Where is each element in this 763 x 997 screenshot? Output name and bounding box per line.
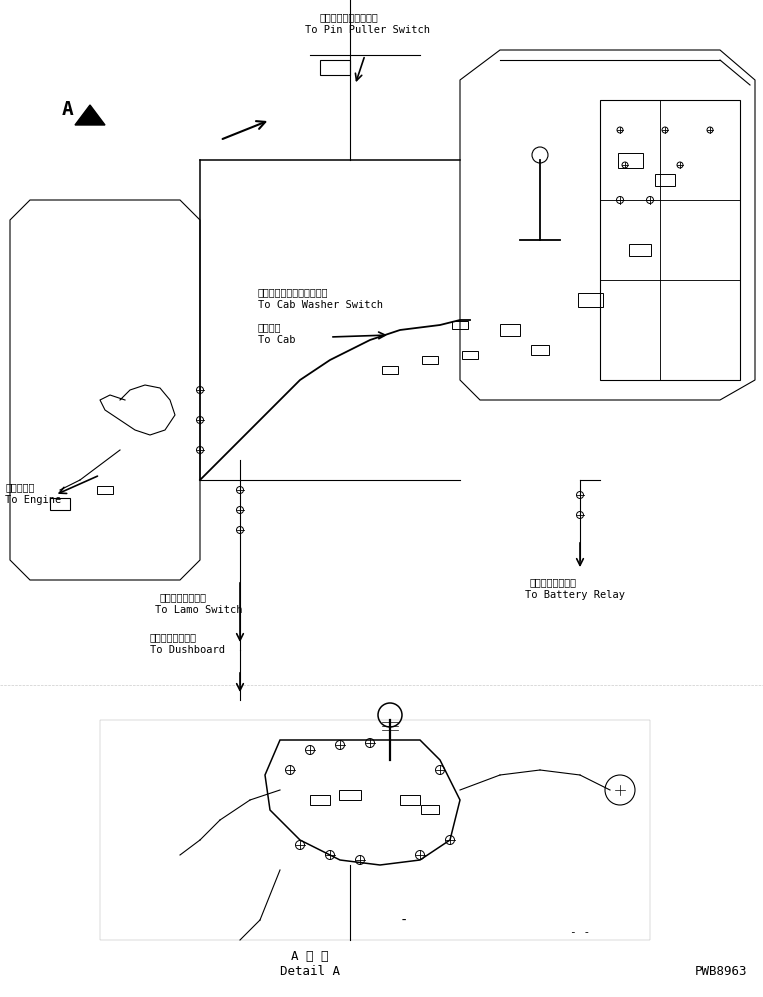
Text: Detail A: Detail A (280, 965, 340, 978)
Bar (600, 100, 740, 380)
Bar (452, 321, 468, 329)
Bar (50, 498, 70, 510)
Polygon shape (75, 105, 105, 125)
Bar (578, 293, 603, 307)
Bar (97, 486, 113, 494)
Text: バッテリリレーへ: バッテリリレーへ (530, 577, 577, 587)
Bar (339, 790, 361, 800)
Text: To Dushboard: To Dushboard (150, 645, 225, 655)
Bar (382, 366, 398, 374)
Text: To Pin Puller Switch: To Pin Puller Switch (305, 25, 430, 35)
Text: A 詳 細: A 詳 細 (291, 950, 329, 963)
Text: To Engine: To Engine (5, 495, 61, 505)
Bar (500, 324, 520, 336)
Bar (462, 351, 478, 359)
Text: A: A (62, 100, 74, 119)
Text: PWB8963: PWB8963 (695, 965, 748, 978)
Bar (100, 720, 650, 940)
Text: To Battery Relay: To Battery Relay (525, 590, 625, 600)
Bar (421, 806, 439, 815)
Text: -: - (400, 914, 408, 928)
Text: ピンプラースイッチへ: ピンプラースイッチへ (320, 12, 378, 22)
Bar (617, 153, 642, 167)
Text: - -: - - (570, 927, 591, 937)
Bar (422, 356, 438, 364)
Bar (531, 345, 549, 355)
Bar (629, 244, 651, 256)
Bar (320, 60, 350, 75)
Text: キャブウッシャスイッチへ: キャブウッシャスイッチへ (258, 287, 329, 297)
Bar (400, 795, 420, 805)
Text: ランプスイッチへ: ランプスイッチへ (160, 592, 207, 602)
Bar (655, 174, 675, 186)
Text: エンジンへ: エンジンへ (5, 482, 34, 492)
Text: ダッシュボードへ: ダッシュボードへ (150, 632, 197, 642)
Bar (310, 795, 330, 805)
Text: To Cab: To Cab (258, 335, 295, 345)
Text: To Cab Washer Switch: To Cab Washer Switch (258, 300, 383, 310)
Text: キャブへ: キャブへ (258, 322, 282, 332)
Text: To Lamo Switch: To Lamo Switch (155, 605, 243, 615)
